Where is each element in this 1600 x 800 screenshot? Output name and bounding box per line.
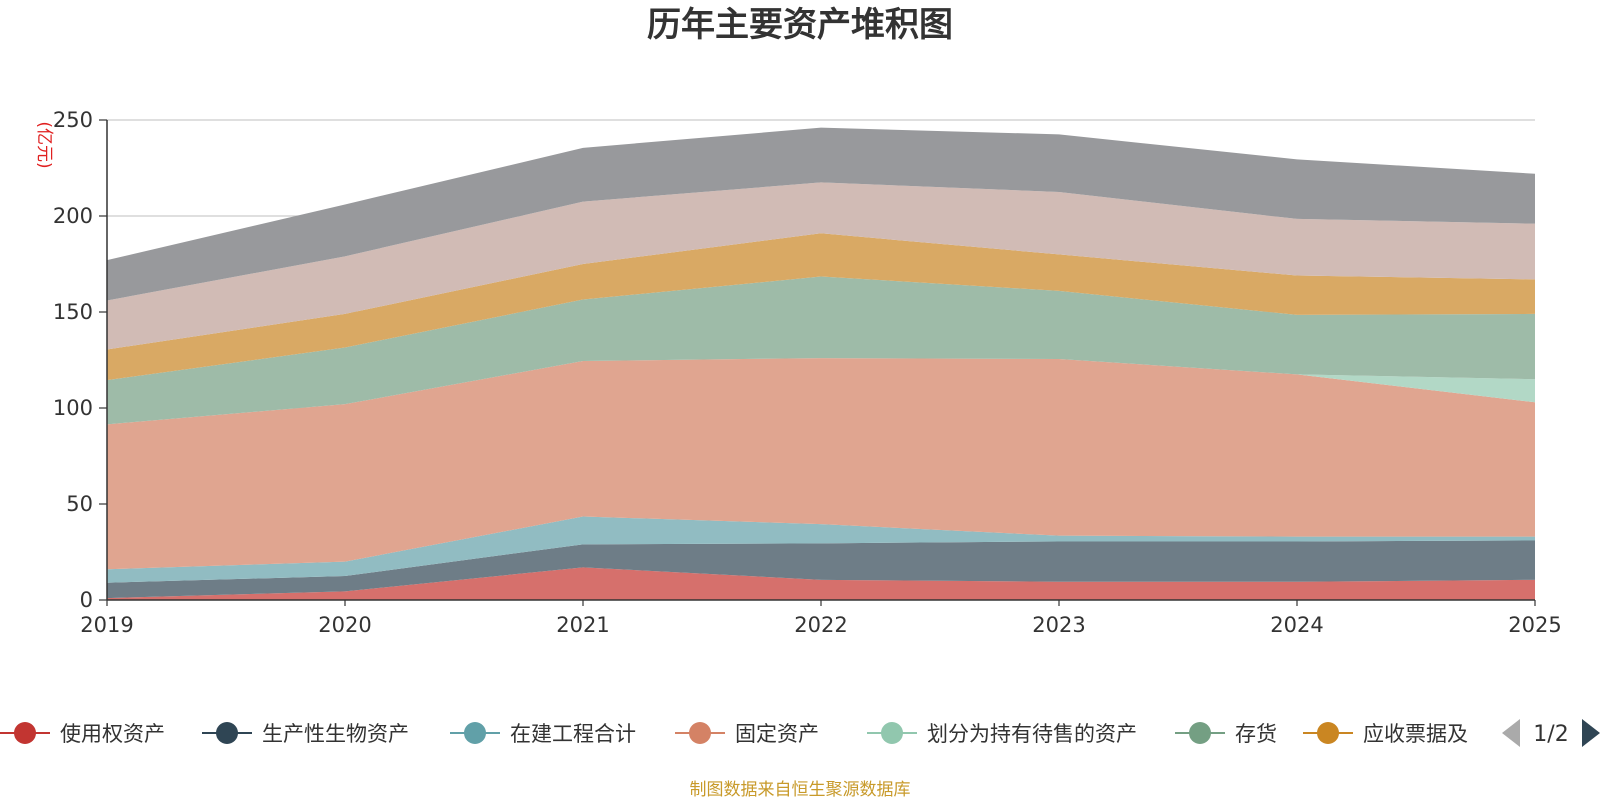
area-series-8 <box>107 182 1535 350</box>
legend-label: 在建工程合计 <box>510 722 636 746</box>
area-series-7 <box>107 233 1535 381</box>
area-series-1 <box>107 567 1535 600</box>
area-series-2 <box>107 540 1535 599</box>
legend-item[interactable]: 固定资产 <box>675 722 819 746</box>
legend-label: 固定资产 <box>735 722 819 746</box>
y-tick-label: 0 <box>80 588 93 612</box>
legend-item[interactable]: 划分为持有待售的资产 <box>867 722 1137 746</box>
area-series-6 <box>107 276 1535 425</box>
x-tick-label: 2023 <box>1032 613 1085 637</box>
legend-page-indicator: 1/2 <box>1533 722 1568 747</box>
legend-marker-icon <box>1189 722 1211 744</box>
y-tick-label: 100 <box>53 396 93 420</box>
legend: 使用权资产 生产性生物资产 在建工程合计 固定资产 划分为持有待售的资产 存货 应收票据及 <box>0 722 1468 746</box>
legend-marker-icon <box>881 722 903 744</box>
legend-label: 使用权资产 <box>60 722 165 746</box>
legend-item[interactable]: 生产性生物资产 <box>202 722 409 746</box>
legend-item[interactable]: 存货 <box>1175 722 1277 746</box>
area-series-group <box>107 127 1535 600</box>
area-series-9 <box>107 127 1535 301</box>
area-series-4 <box>107 358 1535 570</box>
x-tick-label: 2022 <box>794 613 847 637</box>
x-tick-label: 2020 <box>318 613 371 637</box>
legend-marker-icon <box>464 722 486 744</box>
legend-item[interactable]: 应收票据及 <box>1303 722 1468 746</box>
x-tick-label: 2021 <box>556 613 609 637</box>
legend-item[interactable]: 使用权资产 <box>0 722 165 746</box>
y-tick-label: 250 <box>53 108 93 132</box>
legend-next-page-icon[interactable] <box>1582 719 1600 747</box>
y-tick-label: 50 <box>66 492 93 516</box>
x-tick-label: 2025 <box>1508 613 1561 637</box>
legend-marker-icon <box>216 722 238 744</box>
data-source-note: 制图数据来自恒生聚源数据库 <box>690 780 911 800</box>
legend-label: 应收票据及 <box>1363 722 1468 746</box>
legend-prev-page-icon[interactable] <box>1502 719 1520 747</box>
legend-label: 存货 <box>1235 722 1277 746</box>
chart-title: 历年主要资产堆积图 <box>647 5 953 45</box>
area-series-3 <box>107 516 1535 583</box>
legend-marker-icon <box>689 722 711 744</box>
x-tick-label: 2019 <box>80 613 133 637</box>
legend-marker-icon <box>1317 722 1339 744</box>
legend-marker-icon <box>14 722 36 744</box>
x-tick-label: 2024 <box>1270 613 1323 637</box>
legend-item[interactable]: 在建工程合计 <box>450 722 636 746</box>
legend-pager: 1/2 <box>1502 719 1600 747</box>
y-tick-label: 150 <box>53 300 93 324</box>
y-tick-label: 200 <box>53 204 93 228</box>
axes: 0 50 100 150 200 250 2019 2020 2021 2022 2023 2024 2… <box>53 108 1562 637</box>
y-axis-unit: (亿元) <box>34 121 54 168</box>
legend-label: 划分为持有待售的资产 <box>927 722 1137 746</box>
legend-label: 生产性生物资产 <box>262 722 409 746</box>
